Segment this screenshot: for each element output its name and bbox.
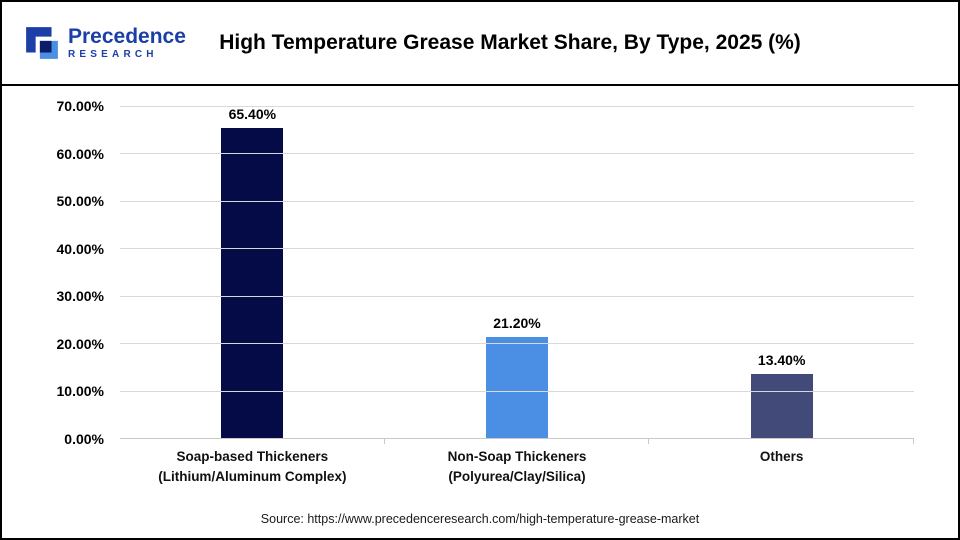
- gridline: [120, 390, 914, 392]
- bar-column-2: 21.20%: [385, 106, 650, 438]
- x-axis-tick: [648, 438, 650, 444]
- x-axis-category-label: Others: [759, 449, 804, 464]
- x-axis-category-label: Soap-based Thickeners (Lithium/Aluminum C…: [158, 449, 347, 484]
- y-axis-tick-label: 40.00%: [56, 240, 104, 257]
- bar-column-1: 65.40%: [120, 106, 385, 438]
- y-axis-tick-label: 10.00%: [56, 383, 104, 400]
- chart-title: High Temperature Grease Market Share, By…: [219, 31, 801, 54]
- bar-1[interactable]: 65.40%: [221, 106, 284, 438]
- precedence-logo-icon: [26, 27, 58, 59]
- y-axis-tick-label: 50.00%: [56, 193, 104, 210]
- y-axis-tick-label: 20.00%: [56, 335, 104, 352]
- bar-2[interactable]: 21.20%: [486, 315, 548, 438]
- y-axis-tick-label: 70.00%: [56, 98, 104, 114]
- logo-name: Precedence: [68, 24, 186, 48]
- y-axis-tick-label: 0.00%: [64, 431, 104, 447]
- gridline: [120, 106, 914, 107]
- x-axis-tick: [913, 438, 914, 444]
- bars-container: 65.40% 21.20% 13.40%: [120, 106, 914, 438]
- y-axis: 70.00% 60.00% 50.00% 40.00% 30.00% 20.00% 10.0…: [2, 98, 110, 447]
- chart-area: 70.00% 60.00% 50.00% 40.00% 30.00% 20.00% 10.0…: [2, 86, 958, 538]
- header: Precedence RESEARCH High Temperature Gre…: [2, 2, 958, 86]
- x-axis-labels: Soap-based Thickeners (Lithium/Aluminum C…: [120, 447, 914, 486]
- x-axis-tick: [383, 438, 385, 444]
- gridline: [120, 153, 914, 155]
- bar-value-label: 13.40%: [757, 352, 806, 369]
- gridline: [120, 200, 914, 202]
- bar-value-label: 21.20%: [493, 315, 541, 332]
- gridline: [120, 295, 914, 297]
- x-axis-category-label: Non-Soap Thickeners (Polyurea/Clay/Silica…: [447, 449, 587, 484]
- bar-column-3: 13.40%: [649, 106, 914, 438]
- logo-text: Precedence RESEARCH: [68, 24, 186, 61]
- bar-value-label: 65.40%: [228, 105, 277, 122]
- precedence-logo: Precedence RESEARCH: [24, 25, 186, 61]
- y-axis-tick-label: 30.00%: [56, 288, 104, 305]
- source-text: Source: https://www.precedenceresearch.c…: [260, 512, 700, 526]
- gridline: [120, 343, 914, 345]
- bar-3[interactable]: 13.40%: [750, 352, 813, 438]
- logo-subtitle: RESEARCH: [68, 48, 158, 60]
- y-axis-tick-label: 60.00%: [56, 145, 104, 162]
- gridline: [120, 248, 914, 250]
- plot-area: 65.40% 21.20% 13.40%: [120, 106, 914, 444]
